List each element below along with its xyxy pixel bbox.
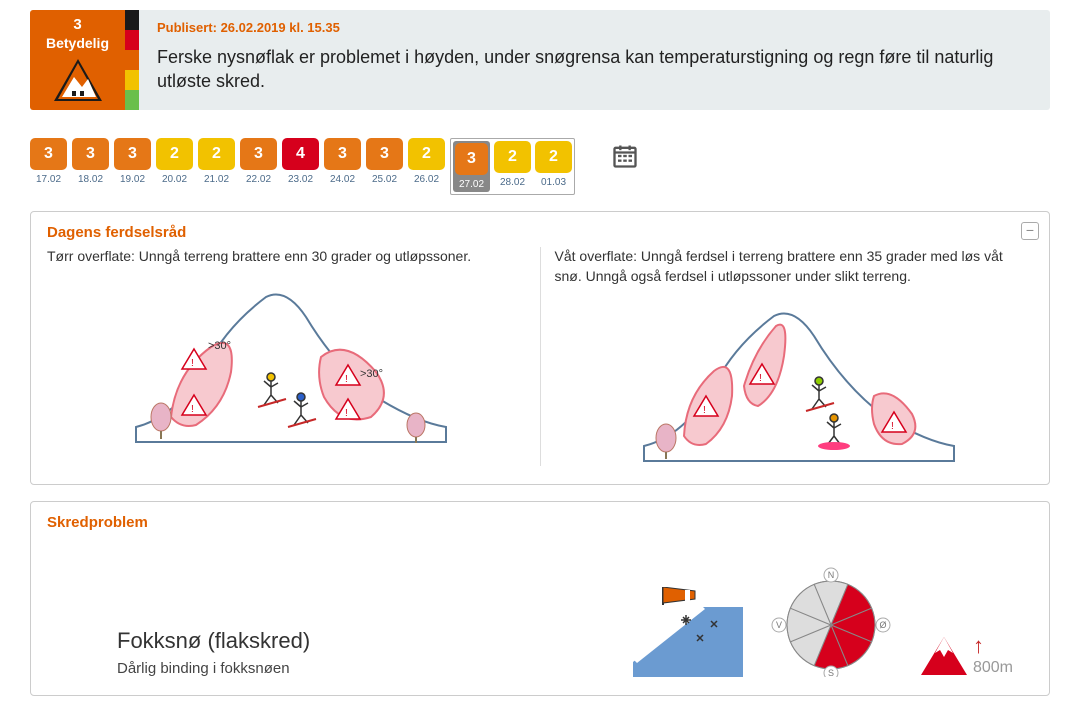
aspect-compass-icon: N Ø S V: [771, 567, 891, 677]
day-level: 3: [114, 138, 151, 170]
advice-wet-text: Våt overflate: Unngå ferdsel i terreng b…: [555, 247, 1034, 286]
svg-text:!: !: [759, 373, 762, 384]
problem-subtitle: Dårlig binding i fokksnøen: [117, 660, 593, 677]
day-24.02[interactable]: 324.02: [324, 138, 361, 195]
elevation-indicator: ↑ 800m: [919, 633, 1013, 677]
day-17.02[interactable]: 317.02: [30, 138, 67, 195]
svg-text:!: !: [191, 404, 194, 415]
day-date: 25.02: [366, 174, 403, 185]
day-date: 27.02: [455, 179, 488, 190]
day-date: 18.02: [72, 174, 109, 185]
elevation-value: 800m: [973, 659, 1013, 677]
problem-title: Skredproblem: [47, 514, 1033, 531]
calendar-icon[interactable]: [611, 142, 639, 170]
day-21.02[interactable]: 221.02: [198, 138, 235, 195]
day-23.02[interactable]: 423.02: [282, 138, 319, 195]
day-27.02[interactable]: 327.02: [453, 141, 490, 192]
svg-text:Ø: Ø: [879, 620, 886, 630]
day-date: 21.02: [198, 174, 235, 185]
problem-icons: N Ø S V ↑ 800m: [633, 567, 1013, 677]
day-level: 2: [494, 141, 531, 173]
summary-text-block: Publisert: 26.02.2019 kl. 15.35 Ferske n…: [139, 10, 1050, 110]
day-20.02[interactable]: 220.02: [156, 138, 193, 195]
published-timestamp: Publisert: 26.02.2019 kl. 15.35: [157, 20, 1032, 35]
day-date: 26.02: [408, 174, 445, 185]
advice-title: Dagens ferdselsråd: [47, 224, 1033, 241]
day-01.03[interactable]: 201.03: [535, 141, 572, 192]
advice-dry-column: Tørr overflate: Unngå terreng brattere e…: [47, 247, 541, 466]
avalanche-problem-card: Skredproblem Fokksnø (flakskred) Dårlig …: [30, 501, 1050, 696]
day-level: 3: [240, 138, 277, 170]
date-strip: 317.02318.02319.02220.02221.02322.02423.…: [30, 138, 575, 195]
dry-terrain-illustration: ! ! ! ! >30° >30°: [116, 277, 456, 447]
day-date: 01.03: [535, 177, 572, 188]
collapse-button[interactable]: −: [1021, 222, 1039, 240]
day-22.02[interactable]: 322.02: [240, 138, 277, 195]
svg-text:!: !: [891, 421, 894, 432]
day-level: 3: [455, 143, 488, 175]
travel-advice-card: − Dagens ferdselsråd Tørr overflate: Unn…: [30, 211, 1050, 485]
future-dates-box: 327.02228.02201.03: [450, 138, 575, 195]
danger-level-number: 3: [30, 16, 125, 33]
advice-dry-text: Tørr overflate: Unngå terreng brattere e…: [47, 247, 526, 267]
day-26.02[interactable]: 226.02: [408, 138, 445, 195]
day-18.02[interactable]: 318.02: [72, 138, 109, 195]
day-level: 2: [198, 138, 235, 170]
date-navigation: 317.02318.02319.02220.02221.02322.02423.…: [30, 138, 1050, 195]
day-level: 3: [366, 138, 403, 170]
day-level: 3: [30, 138, 67, 170]
advice-wet-column: Våt overflate: Unngå ferdsel i terreng b…: [541, 247, 1034, 466]
day-level: 2: [408, 138, 445, 170]
day-date: 17.02: [30, 174, 67, 185]
wet-terrain-illustration: ! ! !: [624, 296, 964, 466]
day-date: 22.02: [240, 174, 277, 185]
svg-text:N: N: [828, 570, 835, 580]
svg-text:S: S: [828, 668, 834, 677]
day-level: 3: [324, 138, 361, 170]
svg-text:>30°: >30°: [208, 340, 231, 352]
day-level: 2: [156, 138, 193, 170]
svg-text:V: V: [776, 620, 782, 630]
day-level: 2: [535, 141, 572, 173]
svg-text:!: !: [191, 358, 194, 369]
avalanche-pictogram-icon: [52, 57, 104, 103]
day-date: 24.02: [324, 174, 361, 185]
day-date: 23.02: [282, 174, 319, 185]
danger-level-label: Betydelig: [30, 35, 125, 51]
svg-text:!: !: [345, 408, 348, 419]
day-28.02[interactable]: 228.02: [494, 141, 531, 192]
danger-level-badge: 3 Betydelig: [30, 10, 125, 110]
problem-name: Fokksnø (flakskred): [117, 628, 593, 654]
day-date: 28.02: [494, 177, 531, 188]
day-level: 3: [72, 138, 109, 170]
day-level: 4: [282, 138, 319, 170]
day-date: 20.02: [156, 174, 193, 185]
day-19.02[interactable]: 319.02: [114, 138, 151, 195]
forecast-main-text: Ferske nysnøflak er problemet i høyden, …: [157, 45, 1032, 94]
day-25.02[interactable]: 325.02: [366, 138, 403, 195]
day-date: 19.02: [114, 174, 151, 185]
svg-text:>30°: >30°: [360, 368, 383, 380]
danger-scale-strip: [125, 10, 139, 110]
wind-slab-icon: [633, 587, 743, 677]
problem-text-block: Fokksnø (flakskred) Dårlig binding i fok…: [67, 628, 593, 677]
forecast-summary: 3 Betydelig Publisert: 26.02.2019 kl. 15…: [30, 10, 1050, 110]
mountain-icon: [919, 633, 969, 677]
svg-text:!: !: [345, 374, 348, 385]
svg-text:!: !: [703, 405, 706, 416]
up-arrow-icon: ↑: [973, 633, 1013, 659]
